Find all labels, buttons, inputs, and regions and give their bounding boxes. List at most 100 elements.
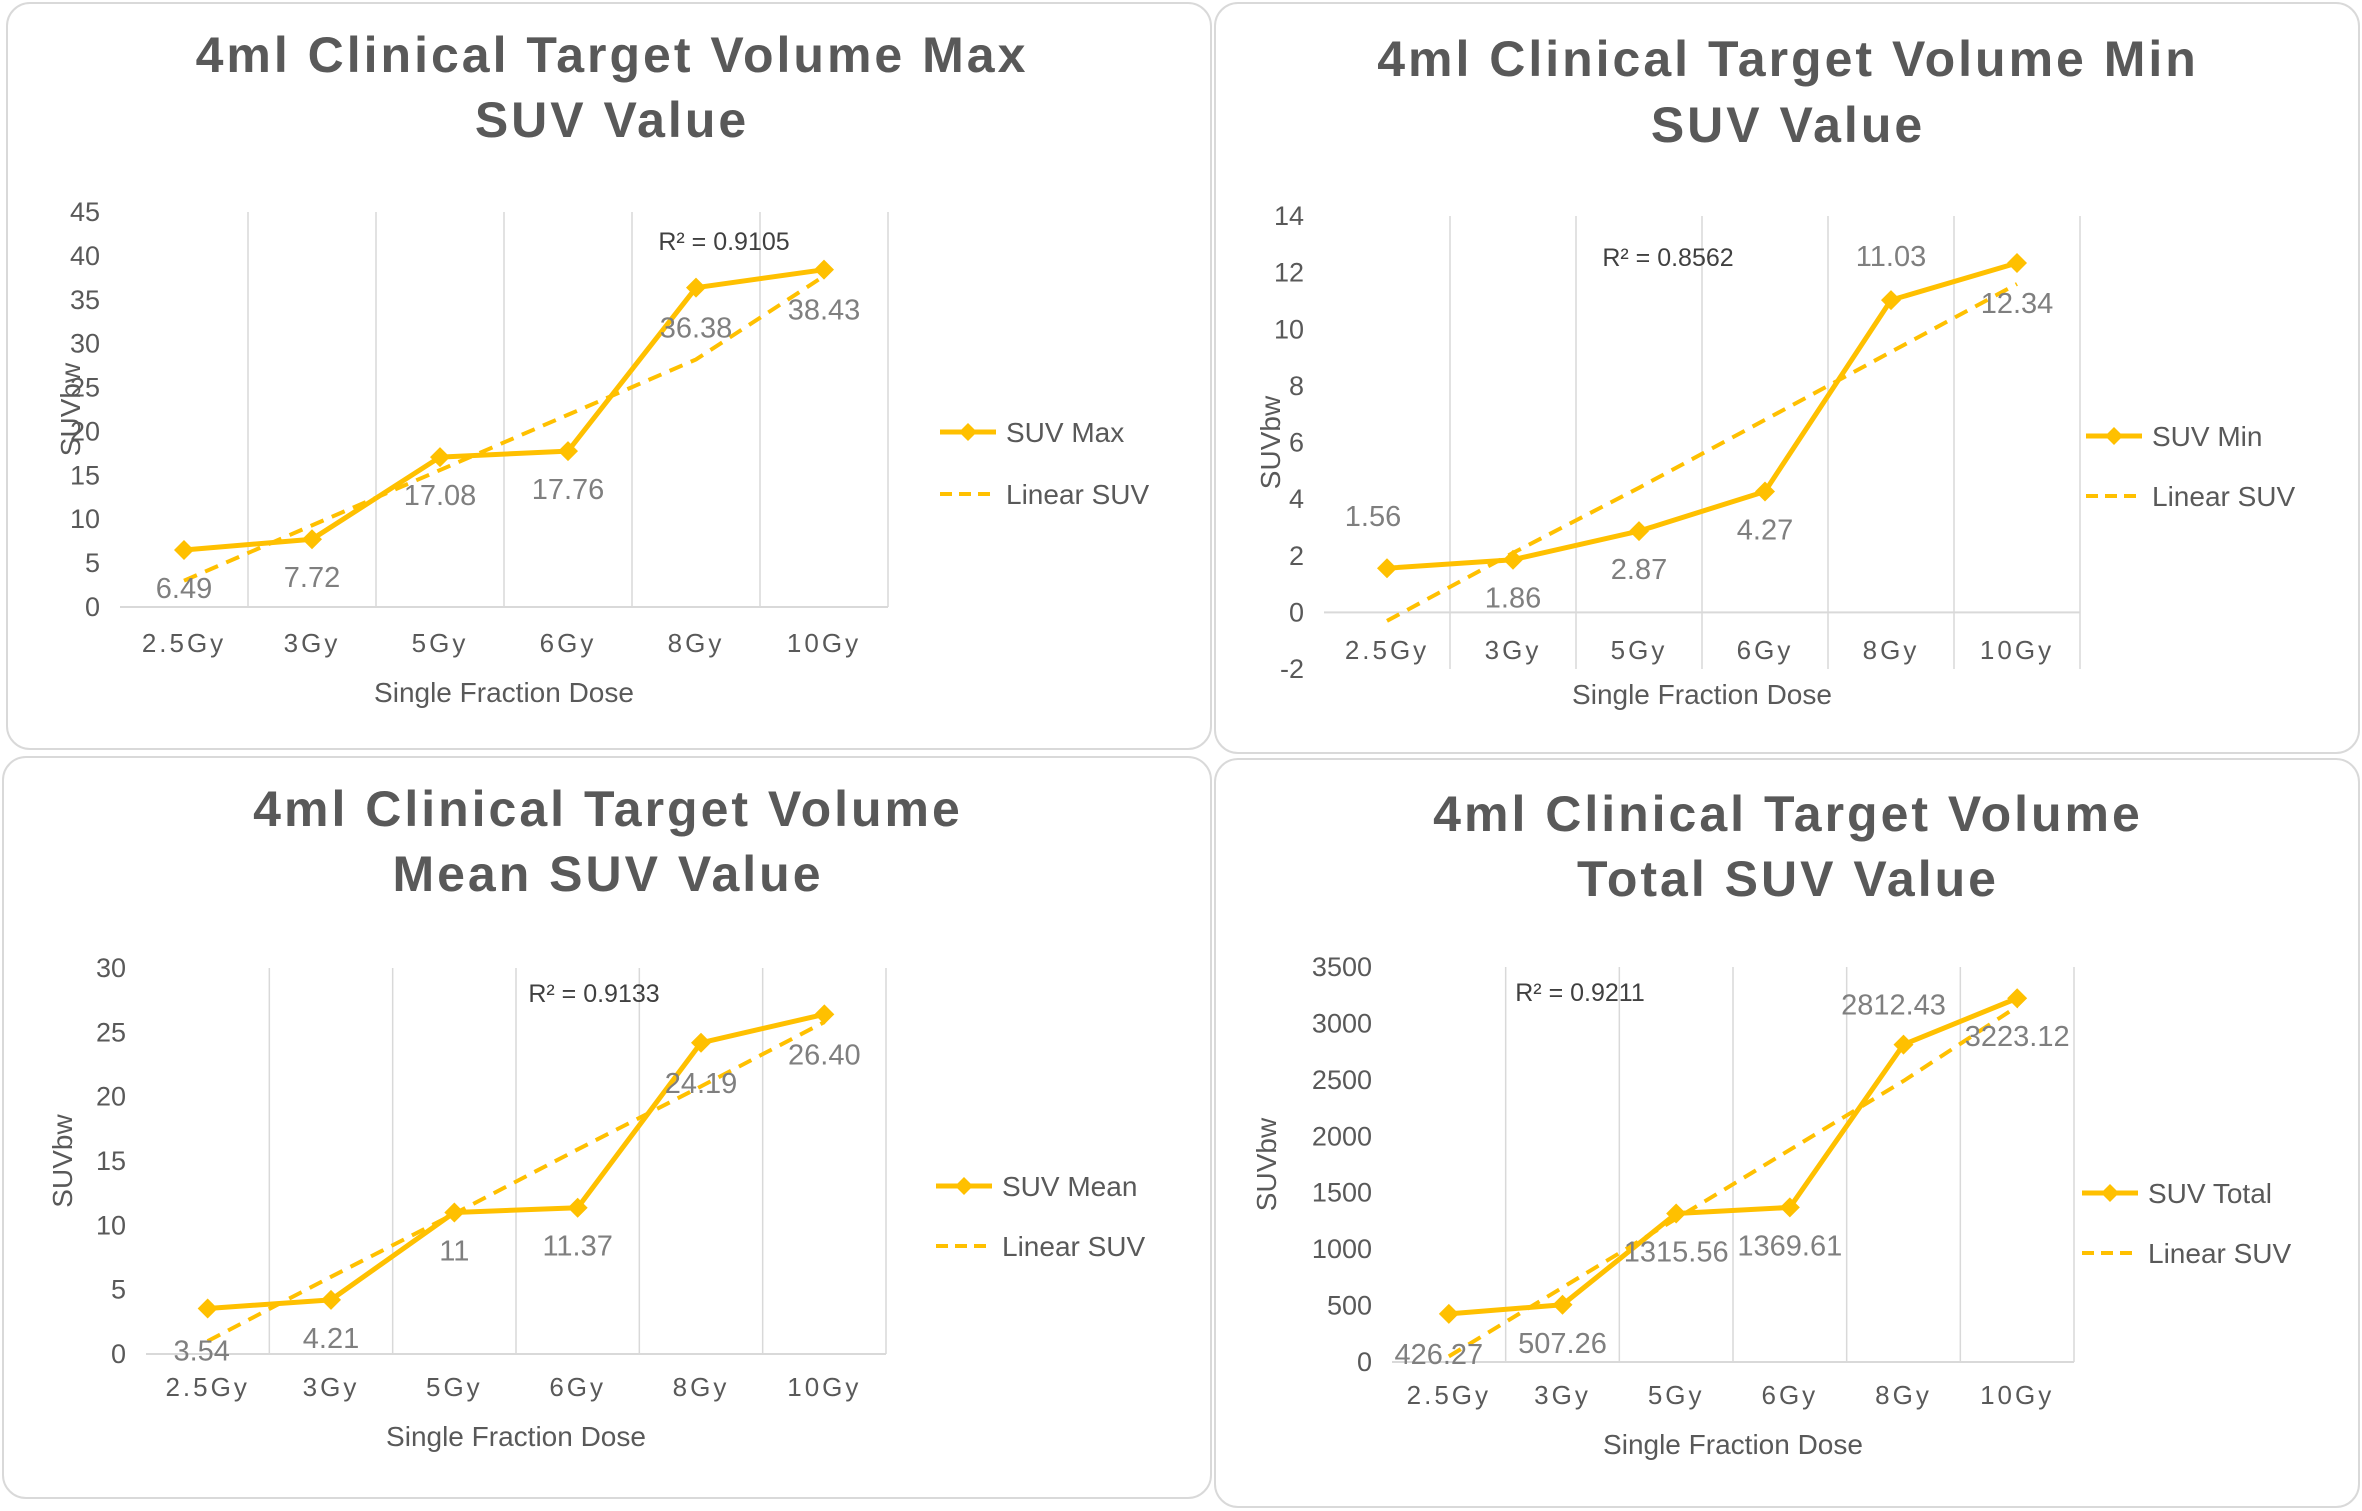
data-label: 426.27 [1394, 1339, 1483, 1371]
y-tick-label: 14 [1274, 201, 1304, 231]
data-label: 24.19 [665, 1068, 738, 1100]
r-squared-label: R² = 0.8562 [1602, 244, 1733, 272]
legend-label-series: SUV Min [2152, 421, 2262, 452]
series-line-suv-max [183, 267, 825, 553]
data-point-marker [814, 259, 834, 280]
data-point-marker [686, 277, 706, 298]
series-line-suv-total [1448, 995, 2019, 1317]
x-axis-title: Single Fraction Dose [374, 677, 634, 708]
x-tick-label: 8Gy [673, 1372, 730, 1402]
data-point-marker [1552, 1294, 1573, 1315]
data-point-marker [1438, 1303, 1459, 1324]
trendline-linear-suv [183, 274, 826, 583]
data-point-marker [691, 1032, 711, 1053]
y-tick-label: 8 [1289, 371, 1304, 401]
data-point-marker [1881, 290, 1901, 311]
legend-label-series: SUV Mean [1002, 1171, 1137, 1202]
legend-label-trendline: Linear SUV [2152, 481, 2296, 512]
legend-label-series: SUV Total [2148, 1178, 2272, 1209]
x-axis-title: Single Fraction Dose [1572, 679, 1832, 710]
y-tick-label: 2000 [1312, 1121, 1372, 1151]
y-tick-label: 45 [70, 197, 100, 227]
y-tick-label: 15 [96, 1146, 126, 1176]
data-point-marker [1629, 521, 1649, 542]
r-squared-label: R² = 0.9211 [1515, 979, 1644, 1007]
data-point-marker [1377, 558, 1397, 579]
data-point-marker [1503, 549, 1523, 570]
x-tick-label: 8Gy [1863, 635, 1920, 665]
data-label: 11 [439, 1235, 469, 1267]
data-label: 38.43 [788, 295, 861, 327]
x-axis-title: Single Fraction Dose [1603, 1429, 1863, 1460]
y-tick-label: 10 [96, 1210, 126, 1240]
trendline-linear-suv [206, 1020, 826, 1343]
legend-label-trendline: Linear SUV [1006, 479, 1150, 510]
data-label: 1.56 [1345, 501, 1401, 533]
chart-panel-mean: 4ml Clinical Target Volume Mean SUV Value… [2, 756, 1212, 1499]
chart-title-line: 4ml Clinical Target Volume Max [196, 27, 1029, 83]
data-point-marker [1755, 481, 1775, 502]
legend-label-series: SUV Max [1006, 417, 1124, 448]
data-label: 26.40 [788, 1039, 861, 1071]
y-tick-label: 5 [111, 1275, 126, 1305]
data-point-marker [444, 1202, 465, 1223]
data-label: 2812.43 [1841, 990, 1946, 1022]
legend-marker-series [2101, 1184, 2119, 1202]
data-point-marker [197, 1298, 218, 1319]
y-tick-label: 2 [1289, 541, 1304, 571]
x-tick-label: 3Gy [1485, 635, 1542, 665]
data-label: 6.49 [156, 573, 212, 605]
legend-marker-series [955, 1177, 973, 1195]
y-tick-label: 2500 [1312, 1065, 1372, 1095]
x-tick-label: 10Gy [787, 628, 861, 658]
y-tick-label: 500 [1327, 1291, 1372, 1321]
data-label: 3223.12 [1965, 1021, 2070, 1053]
x-tick-label: 10Gy [787, 1372, 861, 1402]
x-tick-label: 3Gy [284, 628, 341, 658]
data-label: 4.27 [1737, 514, 1793, 546]
y-tick-label: 6 [1289, 428, 1304, 458]
x-tick-label: 3Gy [303, 1372, 360, 1402]
chart-mean: 4ml Clinical Target Volume Mean SUV Value… [47, 781, 1146, 1452]
y-tick-label: 0 [1289, 597, 1304, 627]
trendline-linear-suv [1386, 282, 2018, 623]
x-tick-label: 2.5Gy [1407, 1380, 1491, 1410]
chart-panel-total: 4ml Clinical Target Volume Total SUV Valu… [1214, 758, 2360, 1508]
chart-max: 4ml Clinical Target Volume Max SUV Value 0… [55, 27, 1150, 708]
y-axis-title: SUVbw [55, 362, 86, 456]
x-tick-label: 8Gy [668, 628, 725, 658]
data-point-marker [558, 441, 578, 462]
data-label: 3.54 [173, 1335, 229, 1367]
data-label: 11.37 [542, 1231, 612, 1263]
y-tick-label: 0 [111, 1339, 126, 1369]
y-tick-label: 40 [70, 241, 100, 271]
chart-title-line: SUV Value [475, 92, 749, 148]
y-tick-label: 3000 [1312, 1008, 1372, 1038]
legend-label-trendline: Linear SUV [1002, 1231, 1146, 1262]
chart-title-line: 4ml Clinical Target Volume Min [1377, 31, 2199, 87]
x-tick-label: 6Gy [540, 628, 597, 658]
data-point-marker [1666, 1203, 1687, 1224]
y-tick-label: 20 [70, 416, 100, 446]
y-tick-label: 25 [70, 373, 100, 403]
data-point-marker [814, 1004, 835, 1025]
y-tick-label: 35 [70, 285, 100, 315]
series-line-suv-mean [207, 1011, 825, 1311]
x-tick-label: 2.5Gy [1345, 635, 1429, 665]
r-squared-label: R² = 0.9105 [658, 228, 789, 256]
data-label: 1369.61 [1737, 1230, 1842, 1262]
chart-panel-min: 4ml Clinical Target Volume Min SUV Value -… [1214, 2, 2360, 754]
chart-title-line: Total SUV Value [1577, 851, 1999, 907]
chart-total: 4ml Clinical Target Volume Total SUV Valu… [1251, 786, 2292, 1460]
x-tick-label: 5Gy [412, 628, 469, 658]
y-tick-label: 12 [1274, 258, 1304, 288]
chart-title-line: 4ml Clinical Target Volume [253, 781, 963, 837]
x-tick-label: 6Gy [1761, 1380, 1818, 1410]
chart-panel-max: 4ml Clinical Target Volume Max SUV Value 0… [6, 2, 1212, 750]
y-tick-label: 0 [85, 592, 100, 622]
x-tick-label: 5Gy [426, 1372, 483, 1402]
r-squared-label: R² = 0.9133 [528, 980, 659, 1008]
x-tick-label: 2.5Gy [142, 628, 226, 658]
data-label: 17.08 [404, 480, 477, 512]
y-tick-label: 20 [96, 1082, 126, 1112]
